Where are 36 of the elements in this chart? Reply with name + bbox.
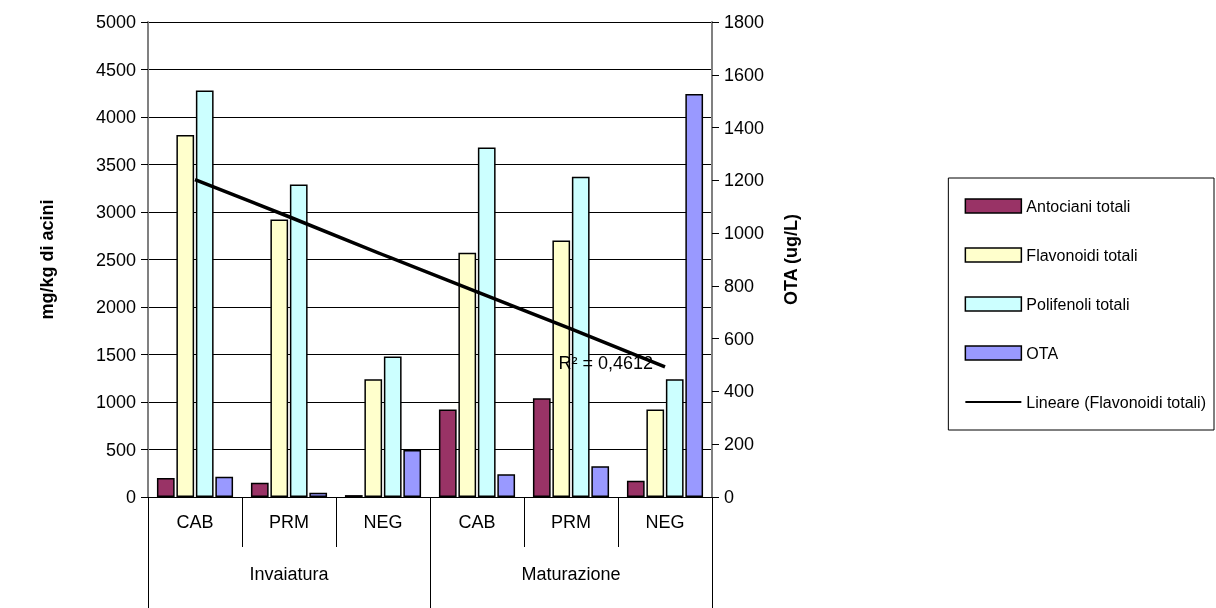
y-tick-label: 5000 bbox=[95, 12, 136, 32]
y-axis-title: mg/kg di acini bbox=[37, 199, 57, 320]
y2-tick-label: 600 bbox=[724, 328, 755, 349]
y-tick-label: 3000 bbox=[95, 202, 136, 222]
x-tick-label: NEG bbox=[645, 512, 685, 532]
legend-label: Antociani totali bbox=[1026, 197, 1131, 215]
y-tick-label: 1500 bbox=[95, 344, 136, 365]
y-tick-label: 3500 bbox=[95, 154, 136, 175]
x-tick-label: NEG bbox=[363, 512, 403, 532]
y2-tick-label: 200 bbox=[724, 434, 755, 455]
y-tick-label: 2500 bbox=[95, 249, 136, 270]
y-tick-label: 500 bbox=[105, 439, 136, 460]
y2-tick-label: 1200 bbox=[724, 170, 765, 191]
y2-tick-label: 800 bbox=[724, 275, 755, 296]
y2-axis-title: OTA (ug/L) bbox=[781, 214, 801, 305]
y2-tick-label: 1400 bbox=[724, 117, 765, 138]
x-tick-label: CAB bbox=[458, 512, 496, 532]
y-tick-label: 4000 bbox=[95, 107, 136, 127]
y-tick-label: 4500 bbox=[95, 59, 136, 80]
y-tick-label: 0 bbox=[125, 487, 136, 507]
legend-label: Flavonoidi totali bbox=[1026, 246, 1138, 264]
y-tick-label: 2000 bbox=[95, 297, 136, 317]
y2-tick-label: 400 bbox=[724, 381, 755, 402]
legend-label: Lineare (Flavonoidi totali) bbox=[1026, 393, 1207, 411]
legend-label: OTA bbox=[1026, 344, 1059, 362]
text: Invaiatura bbox=[249, 564, 330, 584]
y2-tick-label: 1600 bbox=[724, 64, 765, 85]
text: Maturazione bbox=[521, 564, 621, 584]
x-tick-label: PRM bbox=[269, 512, 309, 532]
y2-tick-label: 1800 bbox=[724, 12, 765, 32]
legend-label: Polifenoli totali bbox=[1026, 295, 1130, 313]
y-tick-label: 1000 bbox=[95, 392, 136, 412]
y2-tick-label: 1000 bbox=[724, 223, 765, 244]
x-tick-label: PRM bbox=[551, 512, 591, 532]
y2-tick-label: 0 bbox=[724, 487, 735, 507]
x-tick-label: CAB bbox=[176, 512, 214, 532]
